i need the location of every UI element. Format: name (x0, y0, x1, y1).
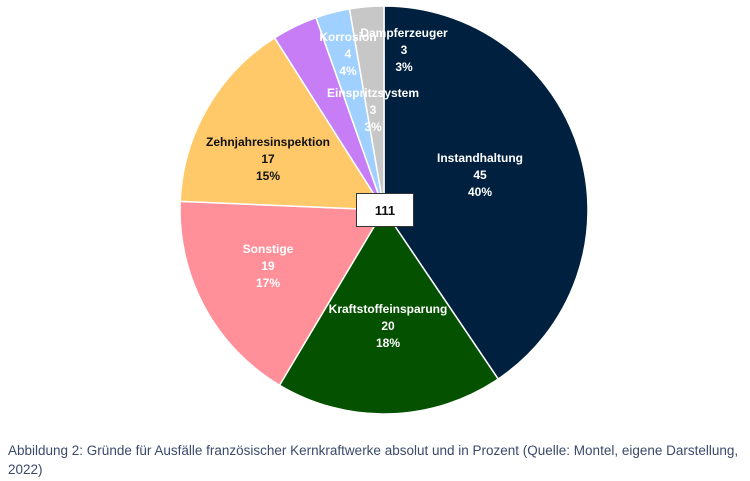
slice-label-value-zehnjahresinspektion: 17 (261, 152, 275, 166)
slice-label-name-einspritzsystem: Einspritzsystem (327, 86, 419, 100)
slice-label-percent-korrosion: 4% (339, 64, 357, 78)
pie-chart-svg: Instandhaltung 45 40% Kraftstoffeinsparung 2… (179, 5, 589, 415)
total-count-label: 111 (356, 193, 414, 227)
slice-label-value-sonstige: 19 (261, 259, 275, 273)
figure-caption: Abbildung 2: Gründe für Ausfälle französ… (8, 443, 739, 477)
slice-label-percent-instandhaltung: 40% (468, 185, 492, 199)
slice-label-name-instandhaltung: Instandhaltung (437, 151, 523, 165)
slice-label-name-kraftstoffeinsparung: Kraftstoffeinsparung (329, 302, 448, 316)
pie-chart: Instandhaltung 45 40% Kraftstoffeinsparung 2… (179, 5, 589, 415)
slice-label-value-korrosion: 4 (345, 47, 352, 61)
slice-label-percent-zehnjahresinspektion: 15% (256, 169, 280, 183)
pie-slice-kraftstoffeinsparung (278, 208, 500, 415)
slice-label-name-sonstige: Sonstige (243, 242, 294, 256)
slice-label-value-instandhaltung: 45 (473, 168, 487, 182)
slice-label-name-korrosion: Korrosion (319, 30, 376, 44)
slice-label-percent-kraftstoffeinsparung: 18% (376, 336, 400, 350)
slice-label-percent-einspritzsystem: 3% (364, 120, 382, 134)
pie-slice-instandhaltung (383, 5, 589, 381)
pie-slice-zehnjahresinspektion (179, 36, 386, 211)
slice-label-name-dampferzeuger: Dampferzeuger (360, 26, 448, 40)
slice-label-value-dampferzeuger: 3 (401, 43, 408, 57)
slice-label-percent-dampferzeuger: 3% (395, 60, 413, 74)
slice-label-name-zehnjahresinspektion: Zehnjahresinspektion (206, 135, 330, 149)
slice-label-percent-sonstige: 17% (256, 276, 280, 290)
pie-slice-dampferzeuger (348, 5, 385, 211)
slice-label-value-einspritzsystem: 3 (370, 103, 377, 117)
slice-label-value-kraftstoffeinsparung: 20 (381, 319, 395, 333)
pie-slice-sonstige (179, 200, 386, 387)
